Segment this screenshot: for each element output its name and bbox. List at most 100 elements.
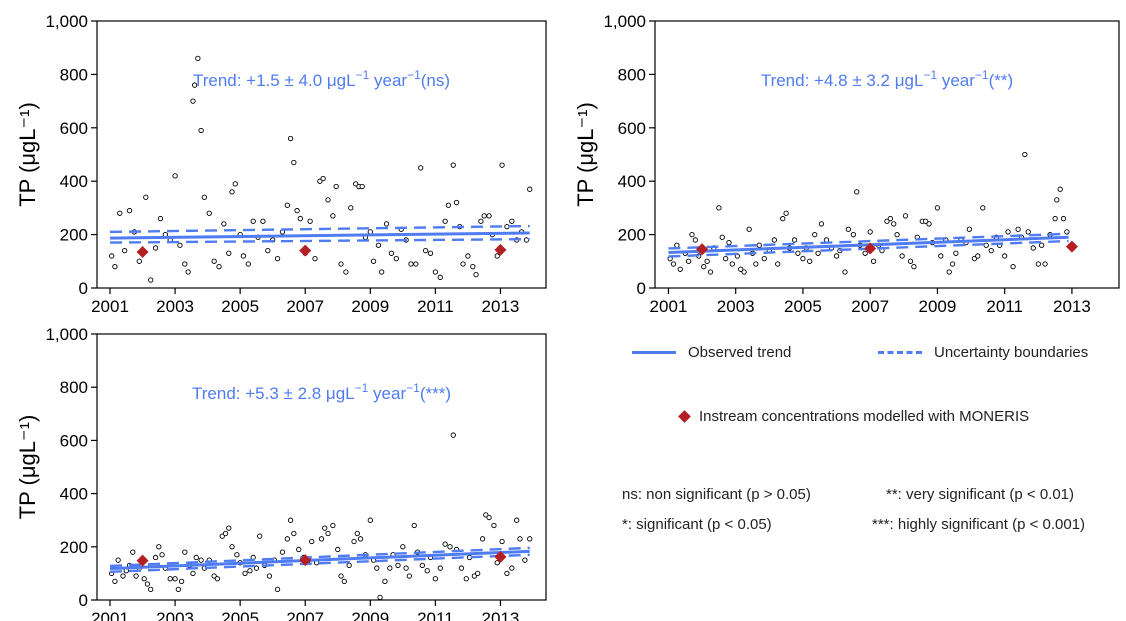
- observed-point: [807, 258, 813, 264]
- observed-point: [445, 202, 452, 208]
- observed-point: [120, 573, 126, 579]
- trend-annotation-part: (ns): [421, 71, 450, 90]
- observed-point: [242, 570, 248, 577]
- observed-point: [975, 253, 981, 259]
- observed-point: [338, 573, 344, 579]
- x-tick-label: 2011: [986, 297, 1023, 316]
- observed-point: [432, 576, 439, 582]
- observed-point: [1005, 229, 1011, 235]
- observed-point: [320, 175, 326, 182]
- trend-line: [109, 549, 530, 571]
- observed-point: [780, 215, 786, 222]
- observed-point: [719, 234, 725, 240]
- observed-point: [494, 253, 500, 259]
- chart-panel-1: 0 200 400 600 800 1,000 2001 2003 2005 2007 2009 20…: [15, 12, 547, 316]
- observed-point: [907, 258, 914, 264]
- observed-point: [670, 261, 677, 267]
- trend-annotation-part: (**): [989, 71, 1014, 90]
- trend-line: [109, 231, 530, 240]
- x-tick-label: 2013: [1053, 297, 1091, 316]
- y-axis-title: TP (μgL⁻¹): [15, 102, 40, 207]
- observed-point: [247, 568, 253, 574]
- observed-point: [818, 221, 825, 227]
- observed-point: [274, 586, 281, 593]
- observed-point: [894, 231, 900, 238]
- observed-point: [486, 514, 492, 521]
- observed-point: [692, 237, 698, 243]
- observed-point: [437, 565, 443, 571]
- uncertainty-upper-line: [109, 224, 530, 234]
- moneris-diamond: [299, 554, 312, 567]
- legend-uncertainty: Uncertainty boundaries: [878, 344, 1088, 361]
- observed-point: [450, 162, 456, 168]
- note-ns: ns: non significant (p > 0.05): [622, 486, 811, 503]
- observed-point: [753, 261, 759, 267]
- observed-point: [494, 560, 500, 566]
- x-tick-label: 2013: [482, 297, 520, 316]
- observed-point: [812, 231, 818, 238]
- observed-point: [527, 186, 533, 192]
- observed-point: [274, 255, 281, 262]
- y-tick-label: 1,000: [45, 12, 88, 31]
- observed-point: [351, 538, 357, 545]
- uncertainty-upper-line: [109, 546, 530, 568]
- observed-point: [470, 263, 476, 270]
- observed-point: [1052, 215, 1058, 222]
- observed-point: [845, 226, 851, 232]
- observed-point: [514, 517, 520, 523]
- observed-point: [357, 536, 364, 542]
- observed-point: [926, 221, 932, 227]
- observed-point: [450, 432, 456, 438]
- y-tick-label: 200: [60, 226, 88, 245]
- observed-point: [486, 213, 492, 219]
- observed-point: [756, 242, 762, 248]
- observed-point: [946, 269, 952, 275]
- y-tick-label: 0: [79, 591, 88, 610]
- y-tick-label: 1,000: [45, 325, 88, 344]
- moneris-diamond: [696, 243, 709, 256]
- plot-area: [96, 20, 547, 289]
- observed-point: [284, 536, 290, 542]
- observed-point: [206, 210, 212, 216]
- observed-point: [226, 525, 232, 531]
- observed-point: [983, 242, 989, 248]
- observed-point: [716, 205, 722, 211]
- trend-annotation-part: −1: [356, 68, 370, 82]
- observed-point: [126, 207, 133, 214]
- trend-annotation-part: −1: [923, 68, 937, 82]
- observed-point: [504, 223, 510, 230]
- legend-moneris: Instream concentrations modelled with MO…: [674, 408, 1029, 425]
- observed-point: [850, 231, 857, 238]
- observed-point: [1030, 245, 1036, 251]
- observed-point: [854, 189, 860, 195]
- x-tick-label: 2007: [286, 609, 324, 621]
- observed-point: [408, 261, 414, 267]
- trend-annotation: Trend: +5.3 ± 2.8 μgL−1 year−1(***): [192, 381, 451, 403]
- observed-point: [481, 213, 487, 219]
- trend-annotation-part: year: [369, 71, 407, 90]
- observed-point: [891, 221, 897, 227]
- observed-point: [911, 263, 917, 270]
- moneris-diamond: [864, 242, 877, 255]
- observed-point: [471, 573, 478, 579]
- observed-point: [359, 183, 365, 190]
- trend-annotation: Trend: +4.8 ± 3.2 μgL−1 year−1(**): [761, 68, 1013, 90]
- moneris-diamond: [494, 550, 507, 563]
- observed-point: [216, 263, 222, 270]
- observed-point: [346, 562, 352, 569]
- observed-point: [726, 239, 732, 246]
- observed-point: [387, 565, 393, 571]
- observed-point: [842, 269, 848, 275]
- observed-point: [193, 554, 199, 561]
- observed-point: [178, 578, 185, 585]
- note-highly-significant: ***: highly significant (p < 0.001): [872, 516, 1086, 533]
- observed-point: [447, 544, 453, 550]
- trend-annotation-part: −1: [407, 68, 421, 82]
- observed-point: [133, 573, 139, 579]
- observed-point: [701, 263, 707, 270]
- note-very-significant: **: very significant (p < 0.01): [886, 486, 1075, 503]
- observed-point: [201, 194, 208, 200]
- observed-point: [1060, 215, 1067, 222]
- observed-point: [297, 215, 304, 222]
